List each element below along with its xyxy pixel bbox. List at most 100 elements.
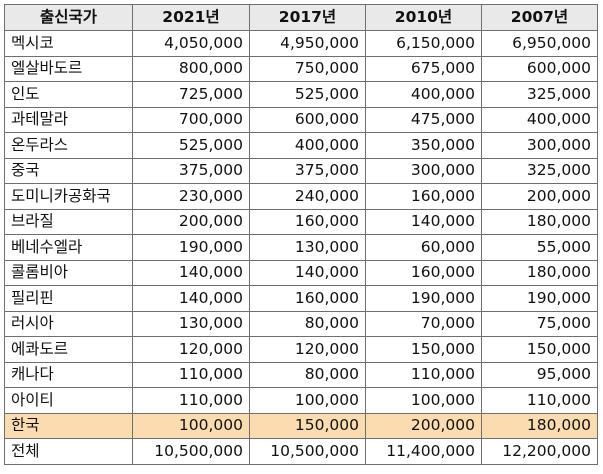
value-2007-cell: 325,000 — [481, 157, 598, 184]
value-2010-cell: 200,000 — [365, 412, 482, 439]
value-2017-cell: 140,000 — [249, 259, 366, 286]
value-2021-cell: 10,500,000 — [132, 438, 250, 465]
value-2010-cell: 11,400,000 — [365, 438, 482, 465]
table-row: 전체 10,500,000 10,500,000 11,400,000 12,200,0… — [4, 438, 598, 465]
table-row: 인도 725,000 525,000 400,000 325,000 — [4, 81, 598, 108]
country-cell: 에콰도르 — [4, 336, 133, 363]
value-2010-cell: 60,000 — [365, 234, 482, 261]
value-2021-cell: 100,000 — [132, 412, 250, 439]
immigrant-origin-table: 출신국가 2021년 2017년 2010년 2007년 멕시코 4,050,00… — [4, 4, 598, 465]
value-2017-cell: 160,000 — [249, 208, 366, 235]
value-2007-cell: 300,000 — [481, 132, 598, 159]
value-2021-cell: 375,000 — [132, 157, 250, 184]
value-2007-cell: 110,000 — [481, 387, 598, 414]
header-year-2021: 2021년 — [132, 4, 250, 31]
value-2017-cell: 10,500,000 — [249, 438, 366, 465]
value-2017-cell: 80,000 — [249, 361, 366, 388]
value-2010-cell: 350,000 — [365, 132, 482, 159]
value-2017-cell: 160,000 — [249, 285, 366, 312]
value-2021-cell: 140,000 — [132, 285, 250, 312]
table-row: 콜롬비아 140,000 140,000 160,000 180,000 — [4, 259, 598, 286]
table-row: 중국 375,000 375,000 300,000 325,000 — [4, 157, 598, 184]
value-2021-cell: 140,000 — [132, 259, 250, 286]
value-2010-cell: 160,000 — [365, 183, 482, 210]
value-2017-cell: 400,000 — [249, 132, 366, 159]
table-row: 베네수엘라 190,000 130,000 60,000 55,000 — [4, 234, 598, 261]
value-2021-cell: 800,000 — [132, 55, 250, 82]
value-2021-cell: 130,000 — [132, 310, 250, 337]
country-cell: 한국 — [4, 412, 133, 439]
header-row: 출신국가 2021년 2017년 2010년 2007년 — [4, 4, 598, 31]
country-cell: 브라질 — [4, 208, 133, 235]
table-row: 필리핀 140,000 160,000 190,000 190,000 — [4, 285, 598, 312]
country-cell: 콜롬비아 — [4, 259, 133, 286]
table-row: 도미니카공화국 230,000 240,000 160,000 200,000 — [4, 183, 598, 210]
header-country: 출신국가 — [4, 4, 133, 31]
country-cell: 도미니카공화국 — [4, 183, 133, 210]
value-2010-cell: 100,000 — [365, 387, 482, 414]
value-2007-cell: 200,000 — [481, 183, 598, 210]
value-2007-cell: 180,000 — [481, 259, 598, 286]
header-year-2007: 2007년 — [481, 4, 598, 31]
value-2021-cell: 110,000 — [132, 361, 250, 388]
value-2010-cell: 150,000 — [365, 336, 482, 363]
value-2017-cell: 80,000 — [249, 310, 366, 337]
table-row: 아이티 110,000 100,000 100,000 110,000 — [4, 387, 598, 414]
table-row: 과테말라 700,000 600,000 475,000 400,000 — [4, 106, 598, 133]
country-cell: 중국 — [4, 157, 133, 184]
value-2007-cell: 95,000 — [481, 361, 598, 388]
value-2017-cell: 525,000 — [249, 81, 366, 108]
value-2007-cell: 180,000 — [481, 208, 598, 235]
value-2017-cell: 750,000 — [249, 55, 366, 82]
country-cell: 아이티 — [4, 387, 133, 414]
country-cell: 전체 — [4, 438, 133, 465]
country-cell: 베네수엘라 — [4, 234, 133, 261]
value-2007-cell: 400,000 — [481, 106, 598, 133]
table-row: 멕시코 4,050,000 4,950,000 6,150,000 6,950,000 — [4, 30, 598, 57]
country-cell: 캐나다 — [4, 361, 133, 388]
header-year-2010: 2010년 — [365, 4, 482, 31]
value-2007-cell: 55,000 — [481, 234, 598, 261]
value-2010-cell: 300,000 — [365, 157, 482, 184]
table-body: 멕시코 4,050,000 4,950,000 6,150,000 6,950,000 엘… — [4, 30, 598, 465]
value-2010-cell: 160,000 — [365, 259, 482, 286]
table-row: 온두라스 525,000 400,000 350,000 300,000 — [4, 132, 598, 159]
data-table-container: 출신국가 2021년 2017년 2010년 2007년 멕시코 4,050,00… — [4, 4, 598, 465]
header-year-2017: 2017년 — [249, 4, 366, 31]
value-2017-cell: 120,000 — [249, 336, 366, 363]
value-2017-cell: 600,000 — [249, 106, 366, 133]
table-row-highlighted: 한국 100,000 150,000 200,000 180,000 — [4, 412, 598, 439]
value-2007-cell: 190,000 — [481, 285, 598, 312]
value-2010-cell: 675,000 — [365, 55, 482, 82]
value-2007-cell: 6,950,000 — [481, 30, 598, 57]
country-cell: 엘살바도르 — [4, 55, 133, 82]
value-2021-cell: 200,000 — [132, 208, 250, 235]
table-row: 캐나다 110,000 80,000 110,000 95,000 — [4, 361, 598, 388]
value-2021-cell: 725,000 — [132, 81, 250, 108]
value-2007-cell: 75,000 — [481, 310, 598, 337]
value-2021-cell: 4,050,000 — [132, 30, 250, 57]
value-2021-cell: 700,000 — [132, 106, 250, 133]
value-2017-cell: 100,000 — [249, 387, 366, 414]
value-2010-cell: 110,000 — [365, 361, 482, 388]
country-cell: 온두라스 — [4, 132, 133, 159]
value-2007-cell: 325,000 — [481, 81, 598, 108]
country-cell: 러시아 — [4, 310, 133, 337]
value-2017-cell: 130,000 — [249, 234, 366, 261]
value-2010-cell: 70,000 — [365, 310, 482, 337]
country-cell: 인도 — [4, 81, 133, 108]
value-2021-cell: 230,000 — [132, 183, 250, 210]
value-2017-cell: 150,000 — [249, 412, 366, 439]
table-row: 에콰도르 120,000 120,000 150,000 150,000 — [4, 336, 598, 363]
table-row: 엘살바도르 800,000 750,000 675,000 600,000 — [4, 55, 598, 82]
value-2017-cell: 240,000 — [249, 183, 366, 210]
value-2007-cell: 150,000 — [481, 336, 598, 363]
value-2007-cell: 12,200,000 — [481, 438, 598, 465]
value-2007-cell: 180,000 — [481, 412, 598, 439]
value-2010-cell: 6,150,000 — [365, 30, 482, 57]
value-2010-cell: 140,000 — [365, 208, 482, 235]
table-row: 브라질 200,000 160,000 140,000 180,000 — [4, 208, 598, 235]
value-2010-cell: 475,000 — [365, 106, 482, 133]
country-cell: 멕시코 — [4, 30, 133, 57]
value-2021-cell: 525,000 — [132, 132, 250, 159]
